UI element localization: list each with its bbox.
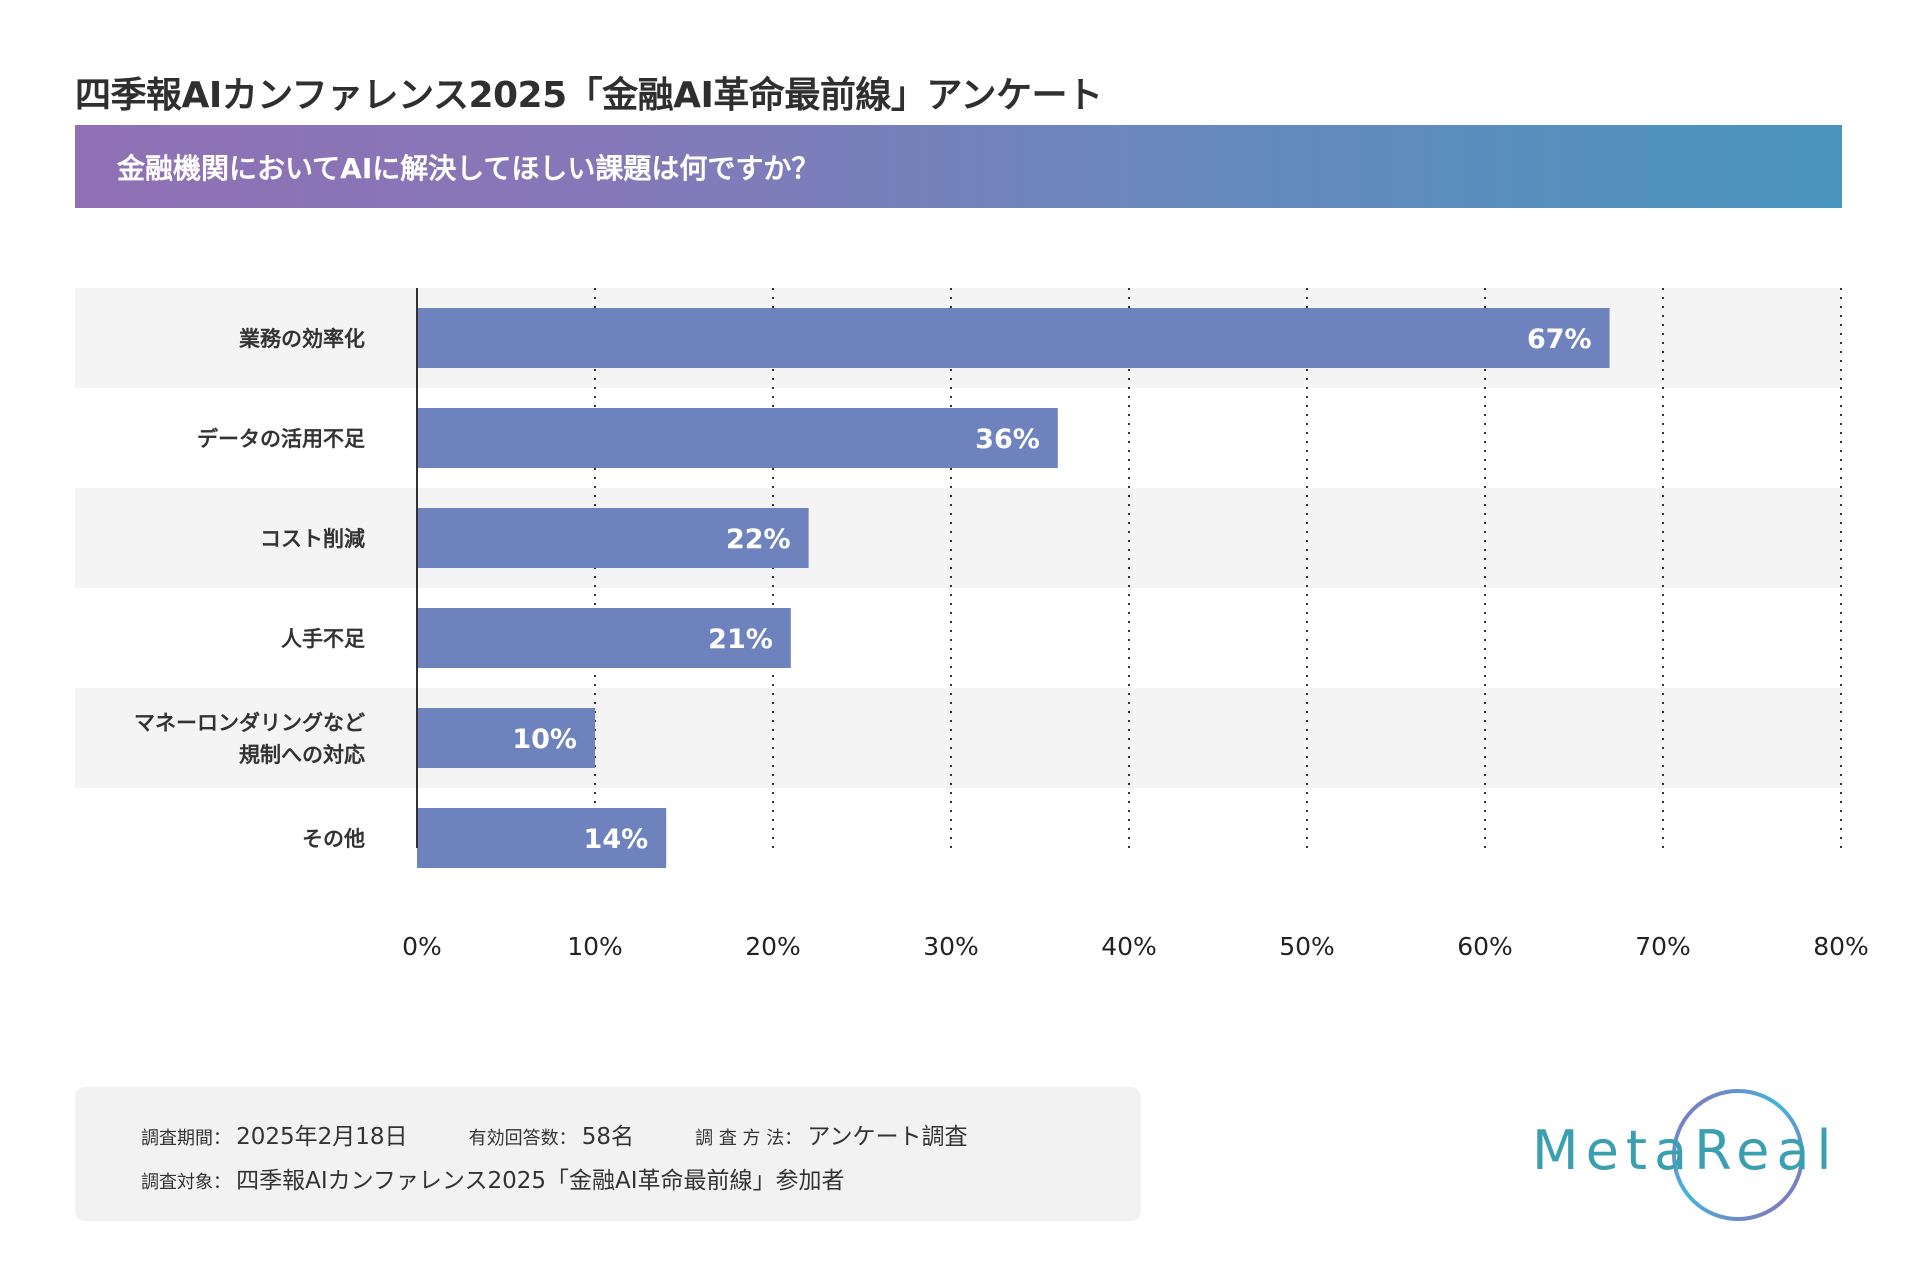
x-tick-label: 50% bbox=[1279, 932, 1335, 961]
logo-text: MetaReal bbox=[1532, 1119, 1839, 1182]
bar-chart: 業務の効率化データの活用不足コスト削減人手不足マネーロンダリングなど規制への対応… bbox=[75, 288, 1869, 961]
period-label: 調査期間： bbox=[141, 1128, 231, 1149]
tick-labels: 0% 10% 20% 30% 40% 50% 60% 70% 80% bbox=[402, 932, 1869, 961]
responses-label: 有効回答数： bbox=[468, 1128, 577, 1149]
period-value: 2025年2月18日 bbox=[236, 1124, 408, 1150]
bar bbox=[417, 408, 1058, 468]
method-label: 調 査 方 法： bbox=[695, 1128, 803, 1149]
row-stripes bbox=[75, 288, 1841, 788]
survey-info-box: 調査期間： 2025年2月18日 有効回答数： 58名 調 査 方 法： アンケ… bbox=[75, 1087, 1141, 1221]
bar bbox=[417, 608, 791, 668]
x-tick-label: 80% bbox=[1813, 932, 1869, 961]
row-stripe bbox=[75, 488, 1841, 588]
method-value: アンケート調査 bbox=[807, 1124, 968, 1150]
row-stripe bbox=[75, 688, 1841, 788]
target-value: 四季報AIカンファレンス2025「金融AI革命最前線」参加者 bbox=[236, 1168, 845, 1194]
survey-info-row-1: 調査期間： 2025年2月18日 有効回答数： 58名 調 査 方 法： アンケ… bbox=[141, 1117, 1023, 1151]
bar bbox=[417, 708, 595, 768]
value-label: 14% bbox=[584, 824, 649, 855]
survey-info-row-2: 調査対象： 四季報AIカンファレンス2025「金融AI革命最前線」参加者 bbox=[141, 1161, 901, 1195]
value-labels: 67% 36% 22% 21% 10% 14% bbox=[512, 324, 1591, 855]
value-label: 21% bbox=[708, 624, 773, 655]
category-label: コスト削減 bbox=[260, 527, 365, 551]
target-label: 調査対象： bbox=[141, 1172, 231, 1193]
category-label: 業務の効率化 bbox=[239, 327, 365, 351]
metareal-logo: MetaReal bbox=[1520, 1085, 1850, 1225]
category-label: マネーロンダリングなど bbox=[134, 711, 365, 735]
category-labels: 業務の効率化データの活用不足コスト削減人手不足マネーロンダリングなど規制への対応… bbox=[134, 327, 365, 851]
bar bbox=[417, 808, 667, 868]
category-label: 規制への対応 bbox=[239, 743, 365, 767]
x-tick-label: 60% bbox=[1457, 932, 1513, 961]
page-title: 四季報AIカンファレンス2025「金融AI革命最前線」アンケート bbox=[75, 75, 1103, 116]
category-label: その他 bbox=[302, 827, 365, 851]
bars bbox=[417, 308, 1610, 868]
responses-value: 58名 bbox=[581, 1124, 634, 1150]
value-label: 36% bbox=[975, 424, 1040, 455]
bar bbox=[417, 508, 809, 568]
x-tick-label: 40% bbox=[1101, 932, 1157, 961]
value-label: 67% bbox=[1527, 324, 1592, 355]
question-banner: 金融機関においてAIに解決してほしい課題は何ですか？ bbox=[75, 125, 1842, 208]
bar bbox=[417, 308, 1610, 368]
category-label: 人手不足 bbox=[281, 627, 365, 651]
question-text: 金融機関においてAIに解決してほしい課題は何ですか？ bbox=[117, 152, 820, 185]
value-label: 22% bbox=[726, 524, 791, 555]
x-tick-label: 20% bbox=[745, 932, 801, 961]
category-label: データの活用不足 bbox=[197, 427, 365, 451]
x-tick-label: 70% bbox=[1635, 932, 1691, 961]
x-tick-label: 10% bbox=[567, 932, 623, 961]
x-tick-label: 30% bbox=[923, 932, 979, 961]
x-tick-label: 0% bbox=[402, 932, 442, 961]
value-label: 10% bbox=[512, 724, 577, 755]
logo-ring-icon bbox=[1672, 1089, 1804, 1221]
